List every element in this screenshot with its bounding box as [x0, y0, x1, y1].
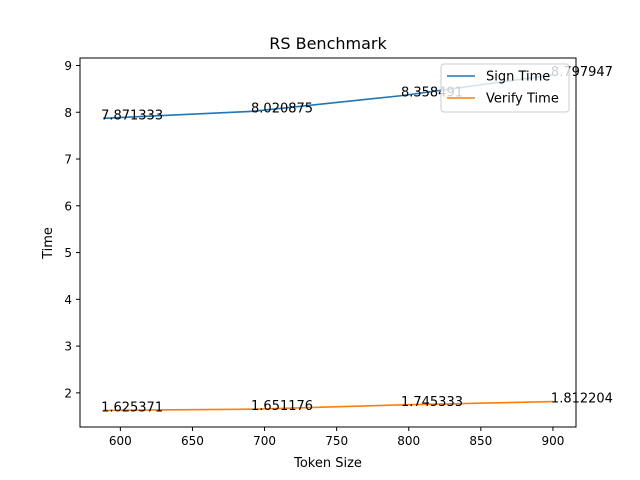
y-tick-label: 5 — [64, 246, 72, 260]
x-tick-label: 900 — [541, 434, 564, 448]
chart-title: RS Benchmark — [269, 34, 387, 53]
y-tick-label: 3 — [64, 340, 72, 354]
y-tick-label: 6 — [64, 199, 72, 213]
x-tick-label: 600 — [109, 434, 132, 448]
x-tick-label: 750 — [325, 434, 348, 448]
y-tick-label: 8 — [64, 106, 72, 120]
x-tick-label: 850 — [469, 434, 492, 448]
y-tick-label: 4 — [64, 293, 72, 307]
x-tick-label: 650 — [181, 434, 204, 448]
legend: Sign Time Verify Time — [441, 64, 569, 112]
series-lines — [103, 75, 553, 411]
verify-time-line — [103, 402, 553, 411]
verify-time-data-label: 1.812204 — [551, 392, 613, 407]
y-axis-label: Time — [41, 227, 56, 260]
sign-time-data-label: 8.020875 — [251, 101, 313, 116]
data-labels: 7.871333 8.0208758.3584918.7979471.625371… — [101, 65, 613, 415]
verify-time-legend-label: Verify Time — [486, 92, 559, 107]
verify-time-data-label: 1.651176 — [251, 399, 313, 414]
sign-time-data-label: 7.871333 — [101, 108, 163, 123]
x-tick-label: 700 — [253, 434, 276, 448]
y-tick-label: 7 — [64, 153, 72, 167]
y-tick-label: 2 — [64, 386, 72, 400]
x-tick-label: 800 — [397, 434, 420, 448]
verify-time-data-label: 1.745333 — [401, 395, 463, 410]
verify-time-data-label: 1.625371 — [101, 400, 163, 415]
sign-time-legend-label: Sign Time — [486, 70, 550, 85]
x-axis-label: Token Size — [293, 456, 362, 471]
y-tick-label: 9 — [64, 59, 72, 73]
